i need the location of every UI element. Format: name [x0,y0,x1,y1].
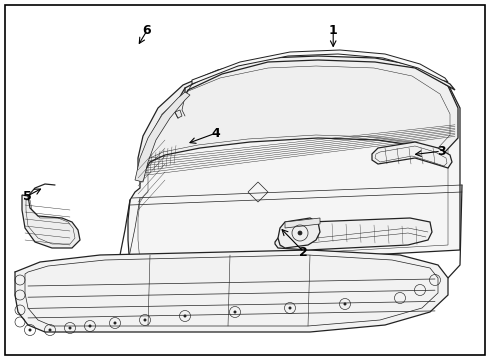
Text: 3: 3 [437,145,445,158]
Circle shape [234,310,237,314]
Circle shape [69,327,72,329]
Polygon shape [128,60,460,268]
Polygon shape [275,218,432,250]
Text: 4: 4 [211,127,220,140]
Circle shape [298,231,302,235]
Circle shape [49,328,51,332]
Circle shape [343,302,346,306]
Text: 5: 5 [23,190,31,203]
Polygon shape [278,218,320,248]
Circle shape [144,319,147,321]
Polygon shape [22,195,80,248]
Polygon shape [135,92,190,182]
Polygon shape [372,142,452,168]
Circle shape [28,328,31,332]
Text: 1: 1 [329,24,338,37]
Polygon shape [138,58,458,180]
Polygon shape [285,218,320,228]
Text: 2: 2 [299,246,308,258]
Circle shape [89,324,92,328]
Text: 6: 6 [143,24,151,37]
Polygon shape [138,70,448,262]
Circle shape [114,321,117,324]
Circle shape [289,306,292,310]
Polygon shape [15,250,448,332]
Circle shape [183,315,187,318]
Polygon shape [175,110,182,118]
Polygon shape [185,56,455,95]
Polygon shape [192,50,448,84]
